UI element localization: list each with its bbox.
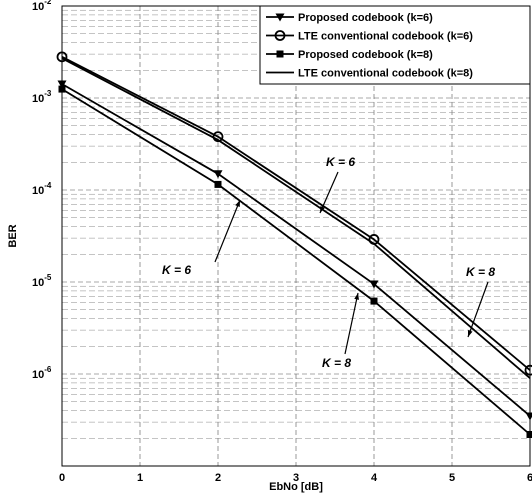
annotation-arrow-head — [235, 200, 240, 207]
legend-entry-label: LTE conventional codebook (k=8) — [298, 68, 473, 80]
legend-entry-label: Proposed codebook (k=8) — [298, 49, 433, 61]
y-tick-label: 10-2 — [32, 0, 52, 13]
marker-triangle-down — [275, 13, 285, 22]
annotation-label: K = 6 — [326, 155, 355, 169]
series-3 — [58, 85, 532, 438]
x-tick-label: 3 — [293, 472, 299, 484]
marker-circle — [56, 51, 68, 63]
marker-square — [58, 85, 66, 93]
y-tick-label: 10-3 — [32, 89, 52, 105]
annotation-label: K = 8 — [322, 356, 351, 370]
marker-square — [214, 180, 222, 188]
legend: Proposed codebook (k=6) LTE conventional … — [259, 5, 531, 85]
y-tick-label: 10-4 — [32, 181, 52, 197]
x-tick-label: 5 — [449, 472, 455, 484]
x-tick-label: 6 — [527, 472, 532, 484]
annotation-label: K = 6 — [162, 263, 191, 277]
x-tick-label: 2 — [215, 472, 221, 484]
annotation-arrow-line — [214, 199, 241, 263]
marker-square — [370, 297, 378, 305]
marker-triangle-down — [57, 80, 67, 89]
y-axis-label: BER — [7, 224, 19, 247]
legend-entry-label: LTE conventional codebook (k=6) — [298, 31, 473, 43]
marker-circle — [524, 364, 532, 376]
series-line — [61, 57, 531, 379]
legend-entry-label: Proposed codebook (k=6) — [298, 12, 433, 24]
annotation-arrow-head — [467, 330, 473, 337]
annotation-arrow-head — [320, 206, 325, 213]
x-tick-label: 0 — [59, 472, 65, 484]
x-tick-label: 4 — [371, 472, 378, 484]
annotations: K = 6 K = 6 K = 8 K = 8 — [162, 155, 495, 370]
annotation-arrow-line — [344, 292, 359, 355]
series-line — [61, 83, 531, 417]
x-tick-label: 1 — [137, 472, 143, 484]
annotation-arrow-line — [467, 281, 489, 338]
series-2 — [56, 51, 532, 376]
marker-square — [276, 50, 284, 58]
y-tick-label: 10-6 — [32, 365, 52, 381]
marker-circle — [274, 30, 286, 41]
series-layer — [56, 51, 532, 438]
marker-triangle-down — [369, 280, 379, 289]
marker-triangle-down — [213, 170, 223, 179]
series-line — [61, 56, 531, 371]
annotation-arrow-line — [319, 171, 339, 214]
y-tick-label: 10-5 — [32, 273, 52, 289]
series-1 — [57, 80, 532, 421]
series-4 — [61, 57, 531, 379]
marker-triangle-down — [525, 412, 532, 421]
series-line — [61, 88, 531, 436]
annotation-arrow-head — [354, 293, 359, 300]
tick-labels: 0 1 2 3 4 5 6 10-2 10-3 10-4 10-5 10-6 — [32, 0, 532, 484]
annotation-label: K = 8 — [466, 265, 495, 279]
legend-box — [259, 5, 531, 85]
marker-square — [526, 430, 532, 438]
x-axis-label: EbNo [dB] — [269, 481, 323, 493]
